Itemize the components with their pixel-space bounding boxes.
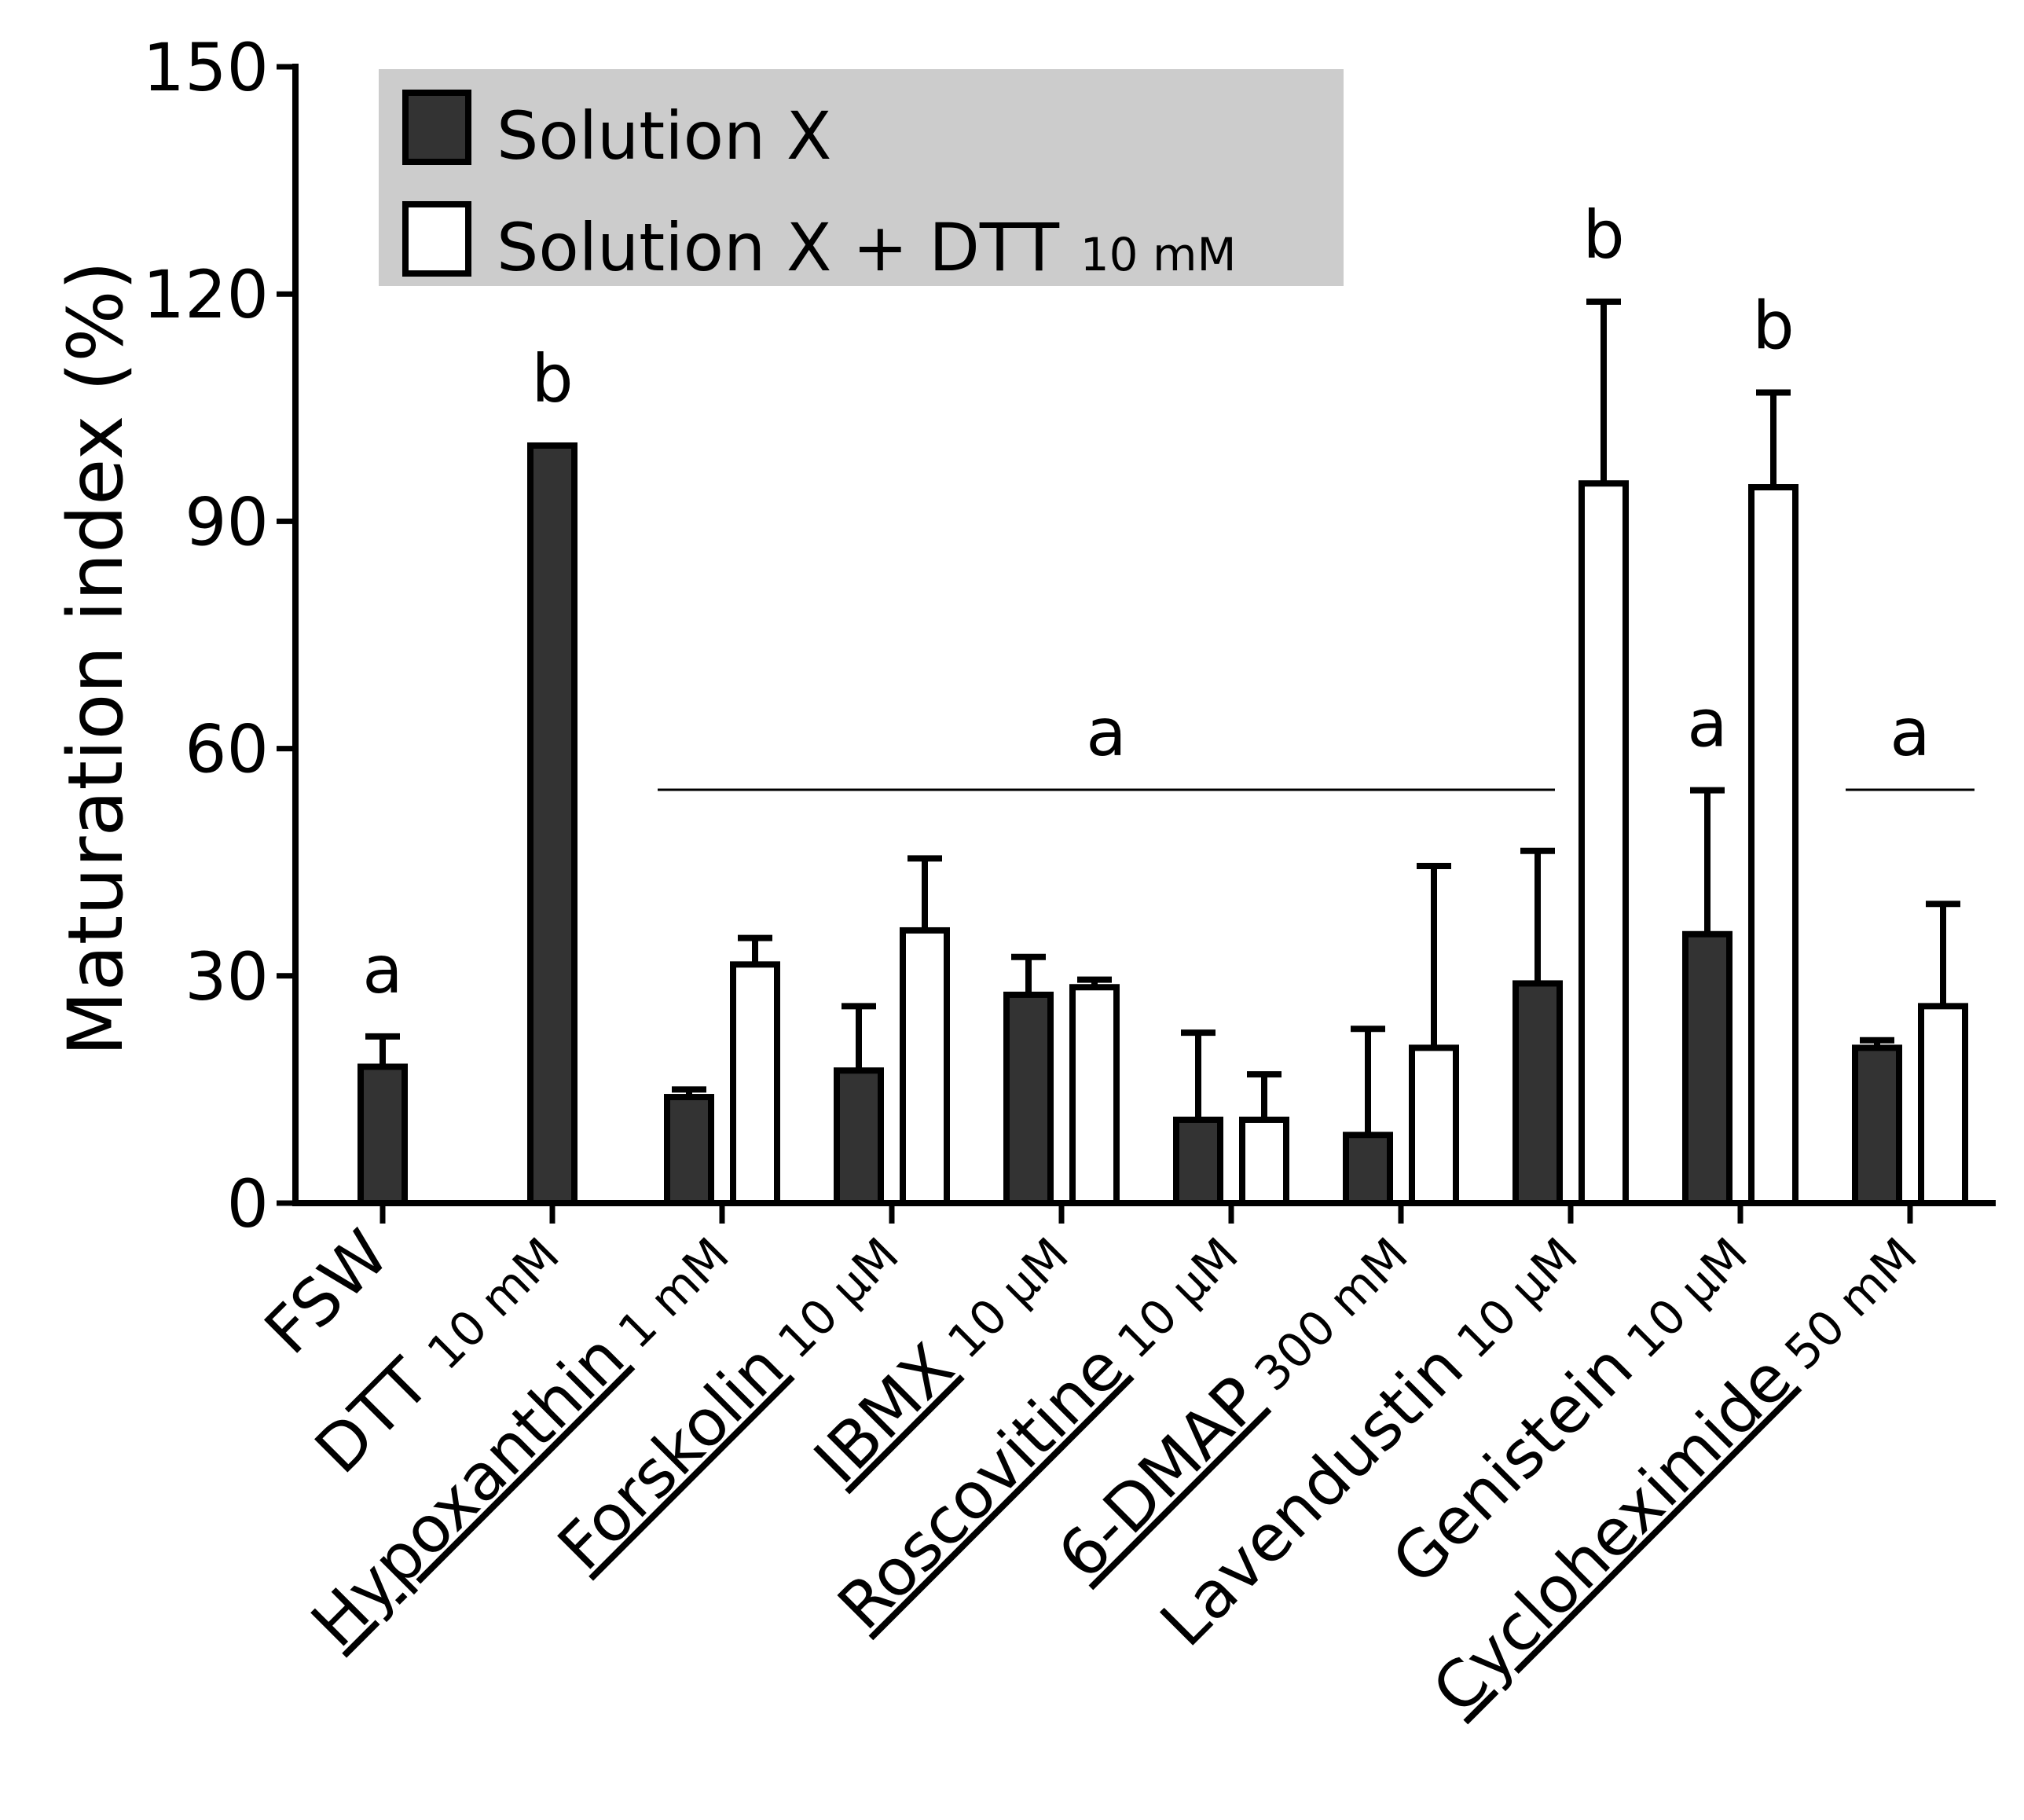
- plot-area: Solution X Solution X + DTT 10 mM 0 30 60 90 1…: [52, 29, 1996, 1728]
- bar-6-dmap-solution-x: [1343, 1132, 1393, 1206]
- y-tick-label-60: 60: [185, 711, 269, 788]
- bar-forskolin-solution-x: [834, 1067, 884, 1207]
- significance-letter-3: b: [1582, 196, 1624, 273]
- legend-swatch-solution-x-dtt: [402, 201, 471, 277]
- bar-hypoxanthin-solution-x: [664, 1094, 714, 1207]
- significance-letter-1: b: [531, 340, 573, 417]
- y-tick-label-90: 90: [185, 483, 269, 560]
- y-tick-label-120: 120: [143, 256, 269, 333]
- bar-cycloheximide-solution-x-dtt: [1918, 1003, 1968, 1206]
- bar-forskolin-solution-x-dtt: [900, 927, 950, 1206]
- y-tick-label-0: 0: [227, 1165, 269, 1242]
- significance-letter-2: a: [1086, 694, 1126, 771]
- x-label-fsw: FSW: [251, 1216, 403, 1369]
- y-tick-label-150: 150: [143, 29, 269, 106]
- bar-fsw-solution-x: [358, 1063, 408, 1206]
- significance-letter-4: a: [1687, 685, 1727, 762]
- bar-6-dmap-solution-x-dtt: [1409, 1044, 1459, 1206]
- bar-ibmx-solution-x-dtt: [1069, 984, 1120, 1206]
- bar-cycloheximide-solution-x: [1852, 1044, 1902, 1206]
- legend-box: [379, 69, 1344, 286]
- legend-label-solution-x: Solution X: [497, 97, 831, 174]
- significance-letter-0: a: [362, 931, 402, 1008]
- bar-genistein-solution-x: [1682, 930, 1732, 1207]
- significance-letter-5: b: [1752, 288, 1794, 365]
- bar-roscovitine-solution-x: [1173, 1116, 1223, 1206]
- bar-ibmx-solution-x: [1003, 991, 1054, 1207]
- y-axis-label: Maturation index (%): [52, 261, 140, 1056]
- bar-lavendustin-solution-x: [1512, 980, 1563, 1206]
- bar-roscovitine-solution-x-dtt: [1239, 1116, 1289, 1206]
- significance-letter-6: a: [1890, 694, 1930, 771]
- bar-genistein-solution-x-dtt: [1748, 484, 1798, 1206]
- y-tick-label-30: 30: [185, 938, 269, 1015]
- bar-dtt-solution-x: [527, 442, 578, 1206]
- bar-lavendustin-solution-x-dtt: [1578, 480, 1629, 1206]
- legend-swatch-solution-x: [402, 90, 471, 165]
- bar-hypoxanthin-solution-x-dtt: [730, 961, 780, 1206]
- legend-label-solution-x-dtt: Solution X + DTT 10 mM: [497, 209, 1237, 286]
